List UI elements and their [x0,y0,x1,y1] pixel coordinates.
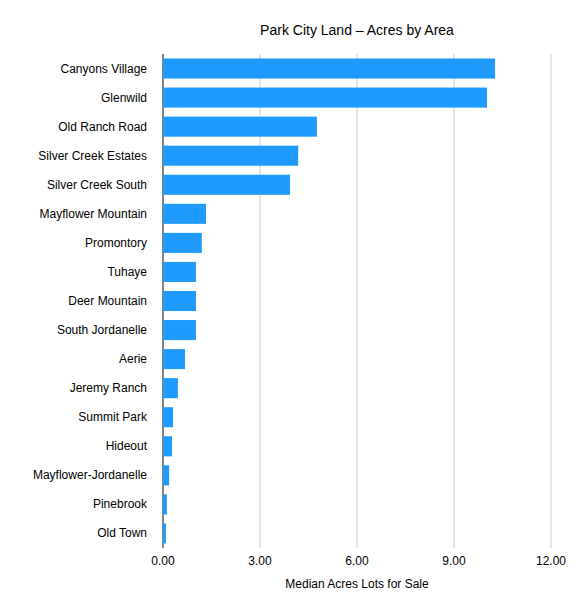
category-label: Glenwild [101,91,147,105]
bars [163,59,495,544]
category-label: Promontory [85,236,147,250]
category-label: Canyons Village [60,62,147,76]
bar [163,291,196,311]
bar [163,233,202,253]
tick-label: 9.00 [442,554,466,568]
category-label: Silver Creek South [47,178,147,192]
bar [163,320,196,340]
bar [163,494,167,514]
category-label: Deer Mountain [68,294,147,308]
category-label: Mayflower Mountain [40,207,147,221]
tick-label: 0.00 [151,554,175,568]
category-label: Aerie [119,352,147,366]
grid-line [454,54,455,548]
bar [163,378,178,398]
category-label: Silver Creek Estates [38,149,147,163]
bar [163,262,196,282]
bar [163,436,172,456]
bar [163,204,206,224]
grid-line [551,54,552,548]
bar [163,146,298,166]
bar [163,465,169,485]
category-label: Mayflower-Jordanelle [33,468,147,482]
tick-label: 3.00 [248,554,272,568]
bar [163,523,166,543]
category-label: Hideout [106,439,148,453]
category-label: Pinebrook [93,497,148,511]
title: Park City Land – Acres by Area [260,22,454,38]
bar [163,175,290,195]
category-label: Tuhaye [107,265,147,279]
category-label: Summit Park [78,410,148,424]
category-label: Old Town [97,526,147,540]
chart: Park City Land – Acres by Area 0.00 3.00 6.… [0,0,583,616]
category-label: Jeremy Ranch [70,381,147,395]
bar [163,117,317,137]
tick-label: 6.00 [345,554,369,568]
bar [163,59,495,79]
category-label: Old Ranch Road [58,120,147,134]
bar [163,407,173,427]
bar [163,349,185,369]
tick-label: 12.00 [536,554,566,568]
axis-label: Median Acres Lots for Sale [285,577,429,591]
bar [163,88,487,108]
category-label: South Jordanelle [57,323,147,337]
grid-line [357,54,358,548]
